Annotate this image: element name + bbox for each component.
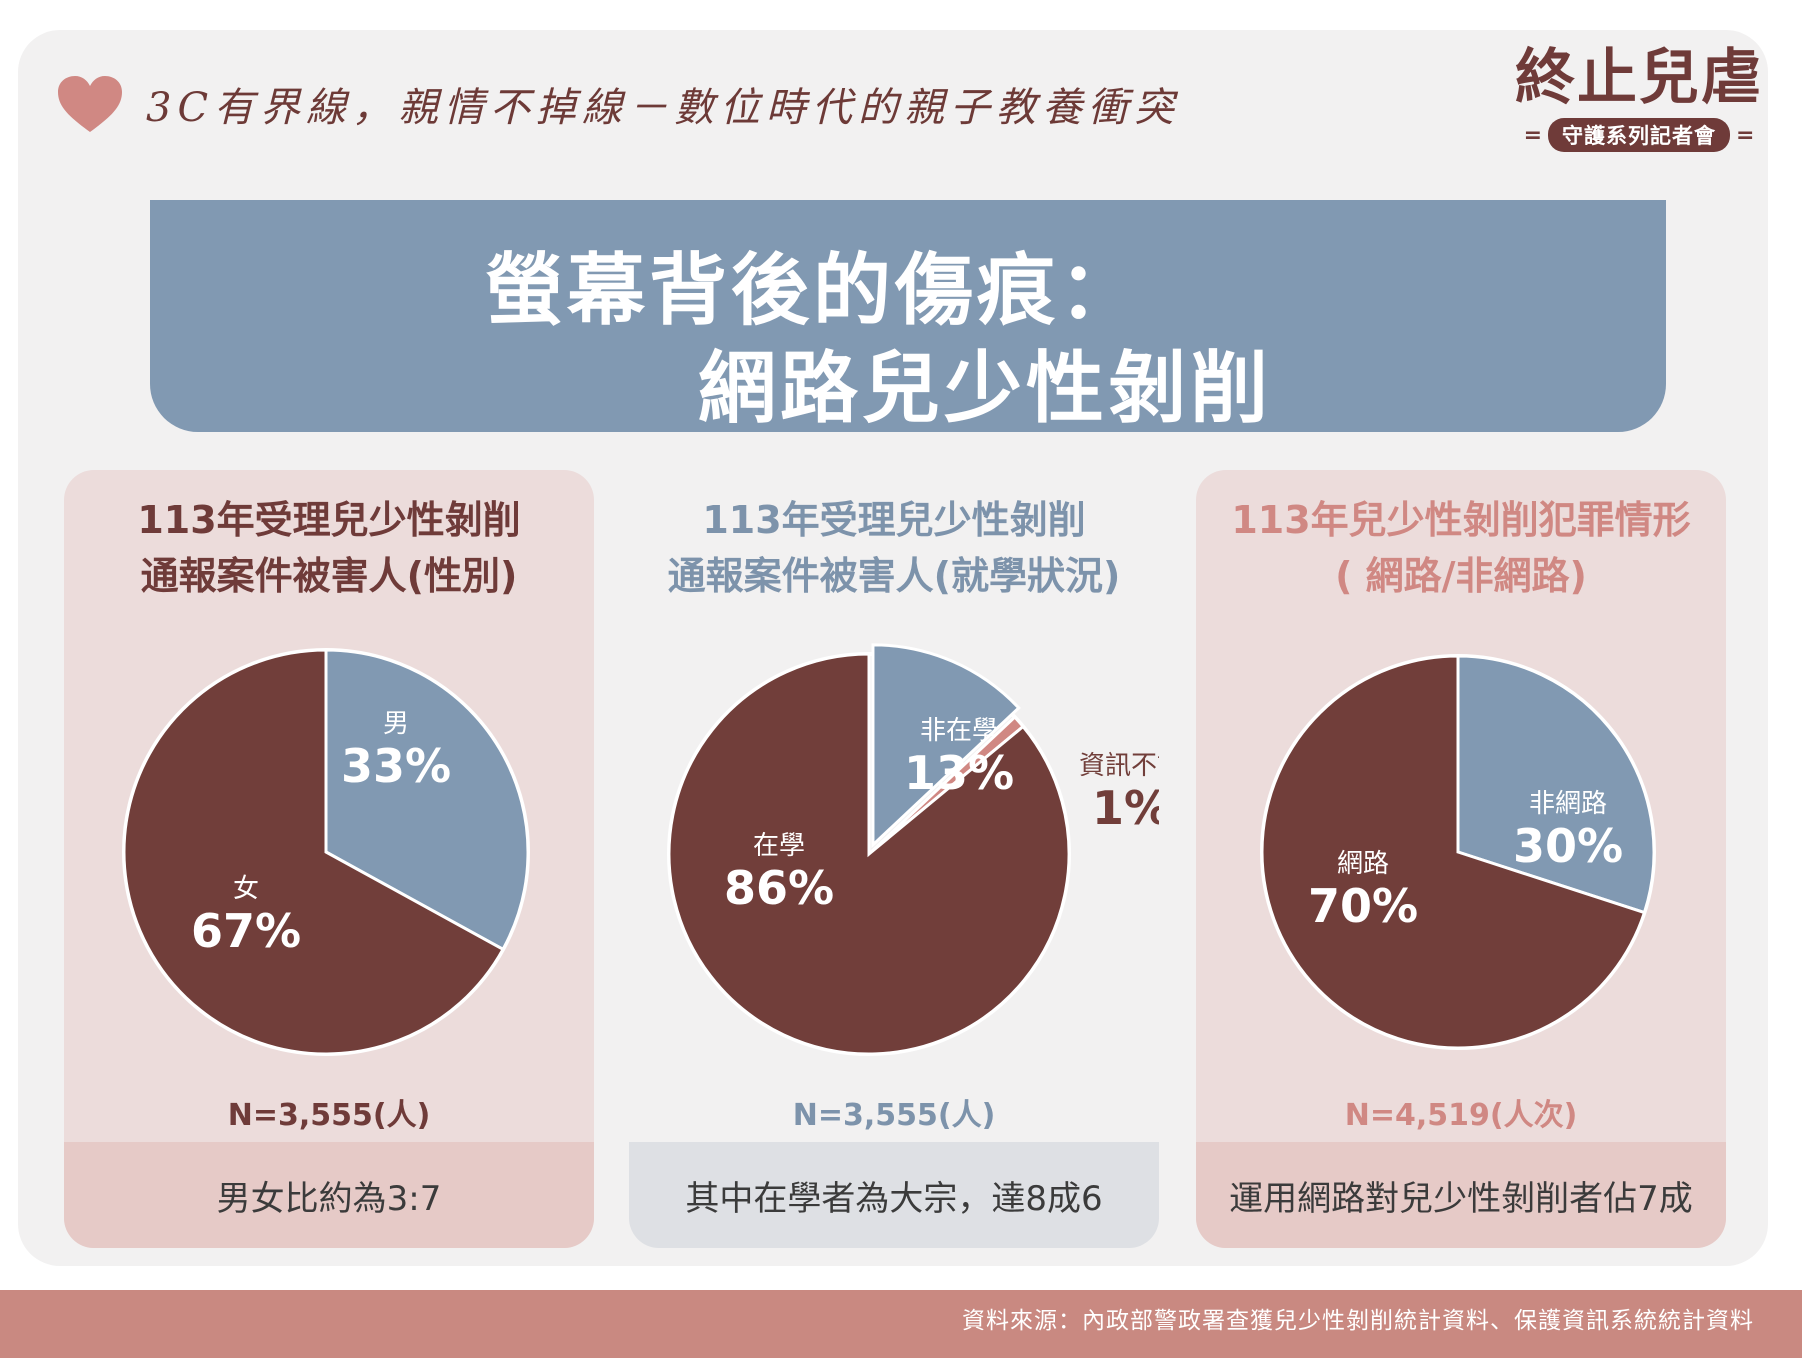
slice-label: 非網路 — [1529, 789, 1607, 819]
slice-label: 女 — [233, 874, 259, 904]
logo-dash-left: = — [1523, 122, 1542, 148]
header-tagline: 3C有界線，親情不掉線－數位時代的親子教養衝突 — [56, 74, 1180, 134]
pie-slice-在學 — [667, 652, 1071, 1056]
heart-icon — [58, 76, 122, 132]
sample-size: N=3,555(人) — [792, 1098, 996, 1133]
slice-percent: 33% — [341, 739, 451, 793]
slice-percent: 70% — [1308, 879, 1418, 933]
logo: 終止兒虐 = 守護系列記者會 = — [1514, 42, 1764, 162]
logo-title: 終止兒虐 — [1515, 43, 1763, 113]
slice-label: 資訊不詳 — [1079, 751, 1159, 781]
summary-text: 男女比約為3:7 — [216, 1178, 442, 1219]
slice-percent: 67% — [191, 904, 301, 958]
panel-title: 113年受理兒少性剝削 通報案件被害人(就學狀況) — [629, 492, 1159, 604]
logo-dash-right: = — [1736, 122, 1755, 148]
banner-title-line2: 網路兒少性剝削 — [698, 344, 1273, 434]
slice-percent: 13% — [904, 746, 1014, 800]
summary-box: 其中在學者為大宗，達8成6 — [629, 1142, 1159, 1248]
slice-label: 在學 — [753, 831, 805, 861]
source-text: 資料來源：內政部警政署查獲兒少性剝削統計資料、保護資訊系統統計資料 — [962, 1308, 1754, 1334]
source-bar: 資料來源：內政部警政署查獲兒少性剝削統計資料、保護資訊系統統計資料 — [0, 1290, 1802, 1358]
slice-percent: 30% — [1513, 819, 1623, 873]
pie-slice-男 — [324, 648, 530, 952]
panel-online-offline: 113年兒少性剝削犯罪情形 ( 網路/非網路) 非網路 30% 網路 70% N=4,… — [1196, 470, 1726, 1248]
panel-title-line1: 113年兒少性剝削犯罪情形 — [1231, 498, 1691, 542]
pie-chart-gender: 男33% 女67% — [122, 648, 530, 1056]
pie-slice-網路 — [1260, 654, 1647, 1050]
summary-text: 運用網路對兒少性剝削者佔7成 — [1229, 1178, 1693, 1219]
panel-title-line2: 通報案件被害人(就學狀況) — [667, 554, 1121, 598]
slice-percent: 86% — [724, 861, 834, 915]
pie-slice-非網路 — [1456, 654, 1656, 915]
panel-title-line1: 113年受理兒少性剝削 — [702, 498, 1086, 542]
slice-label: 非在學 — [920, 716, 998, 746]
panel-title-line2: ( 網路/非網路) — [1335, 554, 1587, 598]
slice-label: 男 — [383, 709, 409, 739]
summary-box: 男女比約為3:7 — [64, 1142, 594, 1248]
panel-title: 113年受理兒少性剝削 通報案件被害人(性別) — [64, 492, 594, 604]
panel-gender: 113年受理兒少性剝削 通報案件被害人(性別) 男 33% 女 67% N=3,555… — [64, 470, 594, 1248]
sample-size: N=4,519(人次) — [1344, 1098, 1578, 1133]
panel-title-line2: 通報案件被害人(性別) — [140, 554, 518, 598]
logo-subtitle: 守護系列記者會 — [1548, 118, 1730, 152]
slice-percent: 1% — [1092, 781, 1159, 835]
banner-title-line1: 螢幕背後的傷痕： — [485, 246, 1142, 336]
slice-label: 網路 — [1337, 849, 1389, 879]
summary-box: 運用網路對兒少性剝削者佔7成 — [1196, 1142, 1726, 1248]
tagline-text: 3C有界線，親情不掉線－數位時代的親子教養衝突 — [146, 85, 1181, 131]
sample-size: N=3,555(人) — [227, 1098, 431, 1133]
panel-title-line1: 113年受理兒少性剝削 — [137, 498, 521, 542]
panel-title: 113年兒少性剝削犯罪情形 ( 網路/非網路) — [1196, 492, 1726, 604]
pie-slice-非在學 — [871, 643, 1021, 849]
summary-text: 其中在學者為大宗，達8成6 — [685, 1178, 1103, 1219]
title-banner: 螢幕背後的傷痕： 網路兒少性剝削 — [150, 200, 1666, 434]
pie-slice-女 — [122, 648, 506, 1056]
